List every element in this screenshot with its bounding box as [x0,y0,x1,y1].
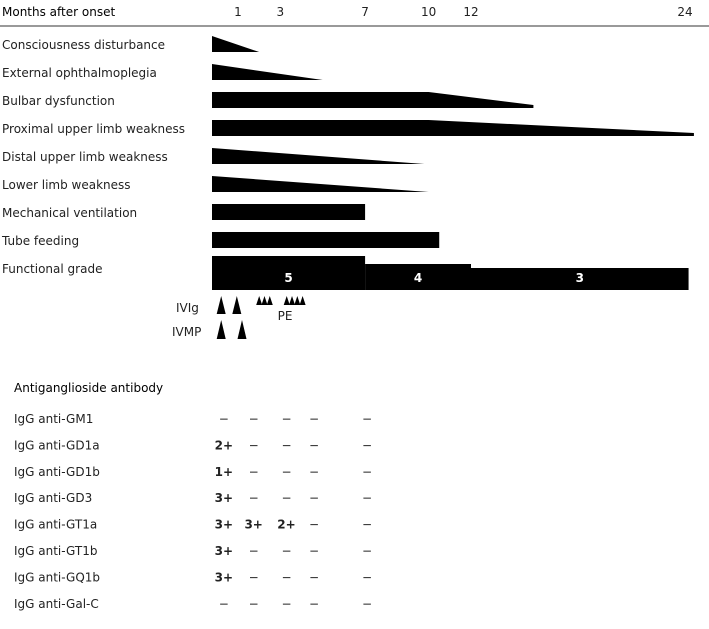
antibody-name: IgG anti-GQ1b [14,570,100,584]
grade-step [365,264,471,290]
antibody-value: − [281,465,291,479]
axis-tick-label: 24 [677,5,692,19]
antibody-value: − [281,570,291,584]
antibody-value: − [281,491,291,505]
antibody-value: − [362,465,372,479]
antibody-value: − [362,544,372,558]
symptom-wedge [212,36,260,52]
row-label: Proximal upper limb weakness [2,122,185,136]
antibody-value: − [309,412,319,426]
antibody-value: − [249,544,259,558]
antibody-value: 2+ [215,438,233,452]
pe-marker [283,296,290,305]
symptom-wedge [212,148,425,164]
row-label: Mechanical ventilation [2,206,137,220]
antibody-value: − [281,597,291,611]
pe-marker [289,296,296,305]
antibody-value: − [309,597,319,611]
antibody-value: − [362,491,372,505]
antibody-value: − [249,491,259,505]
treatment-markers: IVIg IVMP PE [172,296,306,339]
antibody-value: − [309,465,319,479]
axis-label: Months after onset [2,5,115,19]
grade-step [471,268,689,290]
antibody-name: IgG anti-GD1b [14,465,100,479]
ivig-marker [216,296,226,314]
antibody-value: 3+ [244,518,262,532]
grade-step [212,256,366,290]
pe-marker [266,296,273,305]
ivmp-label: IVMP [172,325,201,339]
antibody-name: IgG anti-GT1a [14,518,97,532]
pe-marker [261,296,268,305]
symptom-wedge [212,176,429,192]
antibody-value: − [362,597,372,611]
time-axis-header: Months after onset 1 3 7 10 12 24 [0,5,709,27]
antibody-name: IgG anti-GD3 [14,491,92,505]
ivig-label: IVIg [176,301,199,315]
antibody-value: − [249,570,259,584]
symptom-taper-bar [212,120,694,136]
axis-tick-label: 10 [421,5,436,19]
antibody-name: IgG anti-GT1b [14,544,98,558]
antibody-value: − [249,438,259,452]
antibody-value: − [249,412,259,426]
row-label: Tube feeding [1,234,79,248]
row-label: Functional grade [2,262,102,276]
axis-tick-label: 1 [234,5,242,19]
symptom-bar [212,232,440,248]
antibody-value: − [309,518,319,532]
antibody-value: − [362,518,372,532]
antibody-value: − [362,438,372,452]
ivig-marker [232,296,242,314]
ivmp-marker [237,320,247,339]
antibody-value: − [281,438,291,452]
antibody-name: IgG anti-Gal-C [14,597,99,611]
pe-marker [256,296,263,305]
antibody-value: − [309,544,319,558]
axis-tick-label: 7 [361,5,369,19]
pe-marker [299,296,306,305]
symptom-bar [212,204,366,220]
row-label: Lower limb weakness [2,178,131,192]
antibody-name: IgG anti-GM1 [14,412,93,426]
antibody-value: − [219,597,229,611]
axis-tick-label: 3 [277,5,285,19]
row-label: Consciousness disturbance [2,38,165,52]
antibody-value: 1+ [215,465,233,479]
antibody-value: − [362,412,372,426]
antibody-value: − [249,465,259,479]
antibody-value: − [281,412,291,426]
antibody-value: 3+ [215,491,233,505]
symptom-rows: Consciousness disturbance External ophtha… [1,36,694,290]
antibody-table: Antiganglioside antibody IgG anti-GM1 − − −… [14,381,372,611]
symptom-taper-bar [212,92,534,108]
antibody-value: 3+ [215,544,233,558]
antibody-value: − [309,570,319,584]
antibody-value: 3+ [215,518,233,532]
antibody-value: − [309,438,319,452]
antibody-value: − [362,570,372,584]
pe-marker [294,296,301,305]
antibody-heading: Antiganglioside antibody [14,381,163,395]
antibody-value: − [281,544,291,558]
ivmp-marker [216,320,226,339]
grade-value: 3 [576,271,584,285]
row-label: Bulbar dysfunction [2,94,115,108]
grade-value: 4 [414,271,422,285]
pe-label: PE [278,309,293,323]
antibody-name: IgG anti-GD1a [14,438,100,452]
antibody-value: − [309,491,319,505]
row-label: Distal upper limb weakness [2,150,168,164]
antibody-value: − [219,412,229,426]
antibody-value: 3+ [215,570,233,584]
axis-tick-label: 12 [463,5,478,19]
antibody-value: 2+ [277,518,295,532]
symptom-wedge [212,64,323,80]
row-label: External ophthalmoplegia [2,66,157,80]
grade-value: 5 [284,271,292,285]
antibody-value: − [249,597,259,611]
